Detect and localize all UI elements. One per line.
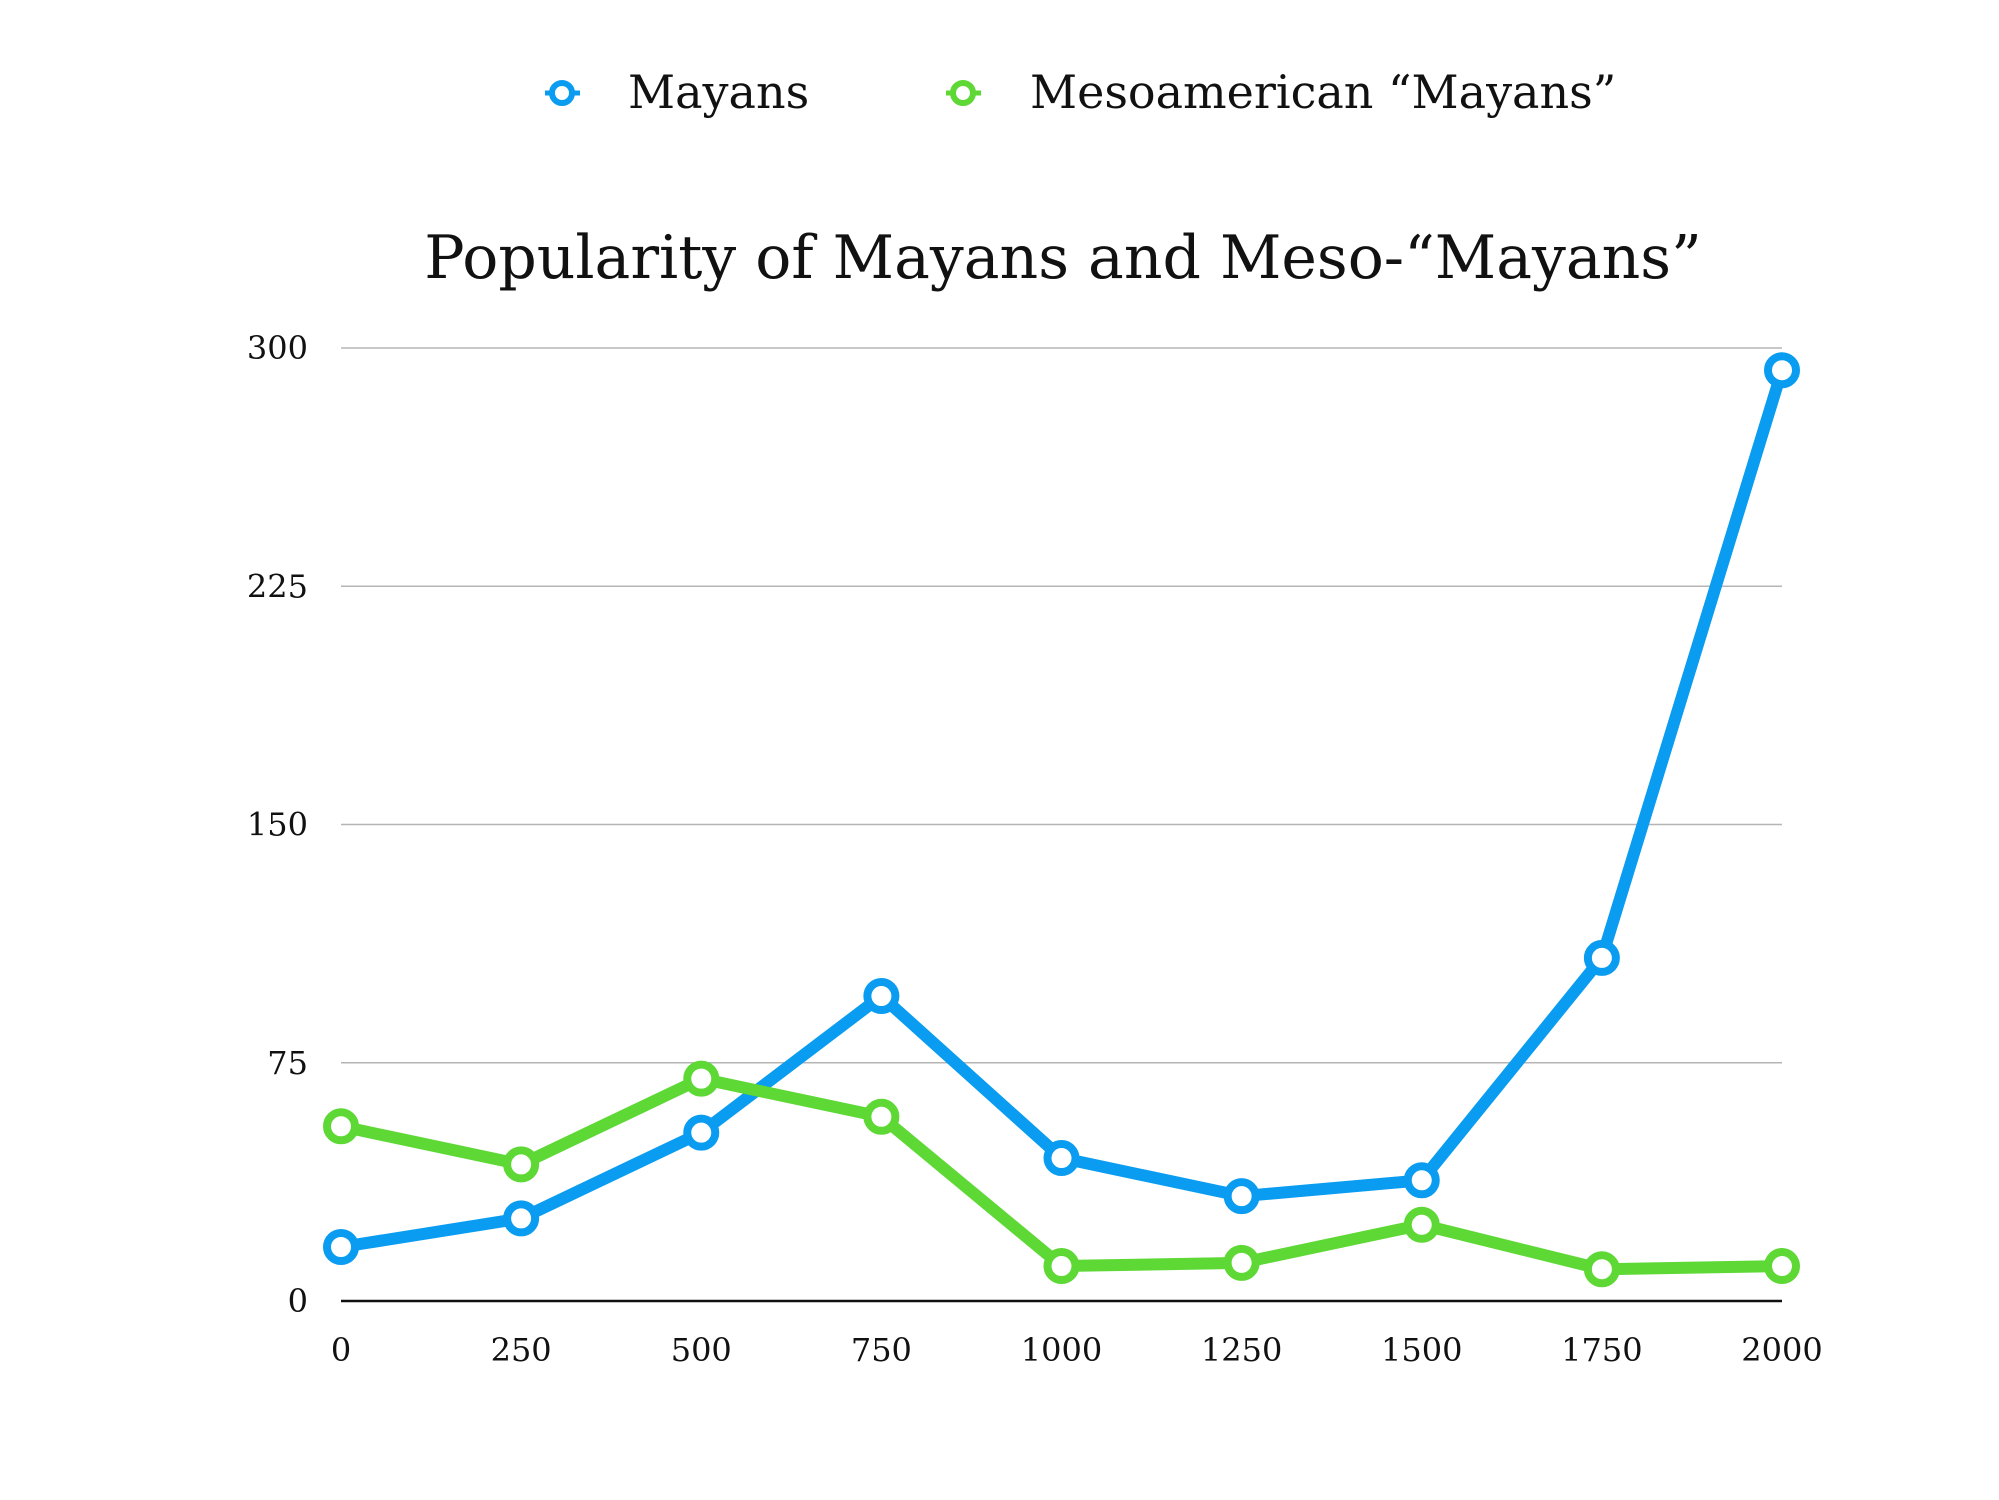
y-tick-label: 300: [247, 329, 308, 367]
data-point-mayans-250: [503, 1200, 540, 1237]
x-tick-label: 1250: [1201, 1331, 1282, 1369]
data-point-mesoamerican-mayans-1250: [1223, 1244, 1260, 1281]
y-tick-label: 225: [247, 567, 308, 605]
data-point-mesoamerican-mayans-250: [503, 1146, 540, 1183]
data-point-mesoamerican-mayans-2000: [1764, 1248, 1800, 1285]
x-tick-label: 0: [331, 1331, 351, 1369]
legend-item-mesoamerican-mayans: Mesoamerican “Mayans”: [946, 65, 1616, 119]
data-point-mayans-2000: [1764, 352, 1800, 389]
x-tick-label: 250: [491, 1331, 552, 1369]
legend-marker-mesoamerican-mayans: [950, 80, 976, 106]
x-tick-label: 1000: [1021, 1331, 1102, 1369]
data-point-mesoamerican-mayans-500: [683, 1060, 720, 1097]
y-tick-label: 75: [267, 1044, 308, 1082]
x-tick-label: 1500: [1381, 1331, 1462, 1369]
series-layer: [323, 352, 1800, 1288]
legend-label-mayans: Mayans: [628, 65, 809, 119]
x-tick-label: 500: [671, 1331, 732, 1369]
x-tick-label: 2000: [1741, 1331, 1822, 1369]
data-point-mayans-1750: [1583, 939, 1620, 976]
x-axis-tick-labels: 0 250 500 750 1000 1250 1500 1750 2000: [331, 1331, 1823, 1369]
y-tick-label: 150: [247, 806, 308, 844]
legend-label-mesoamerican-mayans: Mesoamerican “Mayans”: [1030, 65, 1616, 119]
series-line-mayans: [335, 364, 1788, 1253]
data-point-mesoamerican-mayans-1500: [1403, 1206, 1440, 1243]
data-point-mesoamerican-mayans-750: [863, 1098, 900, 1135]
data-point-mesoamerican-mayans-0: [323, 1108, 359, 1145]
legend-item-mayans: Mayans: [545, 65, 809, 119]
series-mayans: [323, 352, 1800, 1265]
data-point-mayans-1250: [1223, 1178, 1260, 1215]
x-tick-label: 750: [851, 1331, 912, 1369]
data-point-mayans-0: [323, 1228, 359, 1265]
x-tick-label: 1750: [1561, 1331, 1642, 1369]
data-point-mayans-750: [863, 978, 900, 1015]
data-point-mesoamerican-mayans-1750: [1583, 1251, 1620, 1288]
series-mesoamerican-mayans: [323, 1060, 1800, 1288]
data-point-mayans-1000: [1043, 1140, 1080, 1177]
data-point-mayans-1500: [1403, 1162, 1440, 1199]
y-axis-tick-labels: 0 75 150 225 300: [247, 329, 308, 1320]
data-point-mayans-500: [683, 1114, 720, 1151]
data-point-mesoamerican-mayans-1000: [1043, 1248, 1080, 1285]
chart-title: Popularity of Mayans and Meso-“Mayans”: [424, 223, 1702, 293]
y-tick-label: 0: [288, 1282, 308, 1320]
legend-marker-mayans: [549, 80, 575, 106]
legend: Mayans Mesoamerican “Mayans”: [545, 65, 1616, 119]
gridlines: [341, 347, 1782, 1064]
